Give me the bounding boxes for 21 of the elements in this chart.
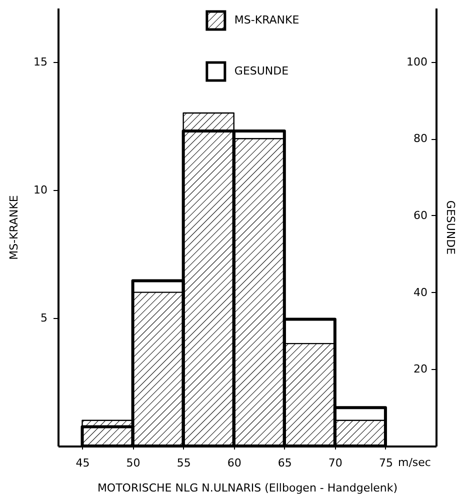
y2-tick-label: 20 xyxy=(414,362,428,376)
x-tick-label: 55 xyxy=(176,456,191,470)
legend-label: GESUNDE xyxy=(234,64,289,78)
y-tick-label: 5 xyxy=(40,311,48,324)
y2-tick-label: 60 xyxy=(414,208,428,222)
x-axis-title: MOTORISCHE NLG N.ULNARIS (Ellbogen - Handgelenk) xyxy=(97,482,398,494)
x-tick-label: 75 xyxy=(378,456,393,470)
x-tick-label: 70 xyxy=(328,456,342,470)
y2-tick-label: 100 xyxy=(406,55,428,68)
y-tick-label: 15 xyxy=(34,55,48,68)
y2-tick-label: 80 xyxy=(414,132,428,146)
y2-tick-label: 40 xyxy=(414,286,428,299)
y-axis-title: MS-KRANKE xyxy=(8,195,21,260)
y2-axis-title: GESUNDE xyxy=(444,200,457,255)
legend-label: MS-KRANKE xyxy=(234,14,300,26)
y-tick-label: 10 xyxy=(34,183,48,196)
x-tick-label: 65 xyxy=(278,456,292,470)
text: m/sec xyxy=(398,456,431,469)
x-tick-label: 45 xyxy=(76,456,90,470)
x-tick-label: 60 xyxy=(227,456,242,470)
x-tick-label: 50 xyxy=(126,456,140,470)
